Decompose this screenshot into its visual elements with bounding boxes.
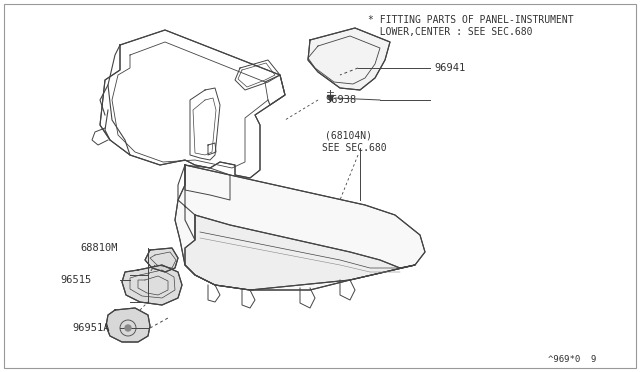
Text: SEE SEC.680: SEE SEC.680 — [322, 143, 387, 153]
Text: * FITTING PARTS OF PANEL-INSTRUMENT: * FITTING PARTS OF PANEL-INSTRUMENT — [368, 15, 573, 25]
Polygon shape — [122, 265, 182, 305]
Polygon shape — [106, 308, 150, 342]
Text: 68810M: 68810M — [80, 243, 118, 253]
Text: ^969*0  9: ^969*0 9 — [548, 356, 596, 365]
Polygon shape — [145, 248, 178, 272]
Polygon shape — [175, 165, 425, 290]
Polygon shape — [308, 28, 390, 90]
Polygon shape — [185, 215, 415, 290]
Text: 96938: 96938 — [325, 95, 356, 105]
Text: LOWER,CENTER : SEE SEC.680: LOWER,CENTER : SEE SEC.680 — [368, 27, 532, 37]
Text: 96515: 96515 — [60, 275, 92, 285]
Text: 96951A: 96951A — [72, 323, 109, 333]
Text: (68104N): (68104N) — [325, 130, 372, 140]
Circle shape — [125, 325, 131, 331]
Text: 96941: 96941 — [434, 63, 465, 73]
